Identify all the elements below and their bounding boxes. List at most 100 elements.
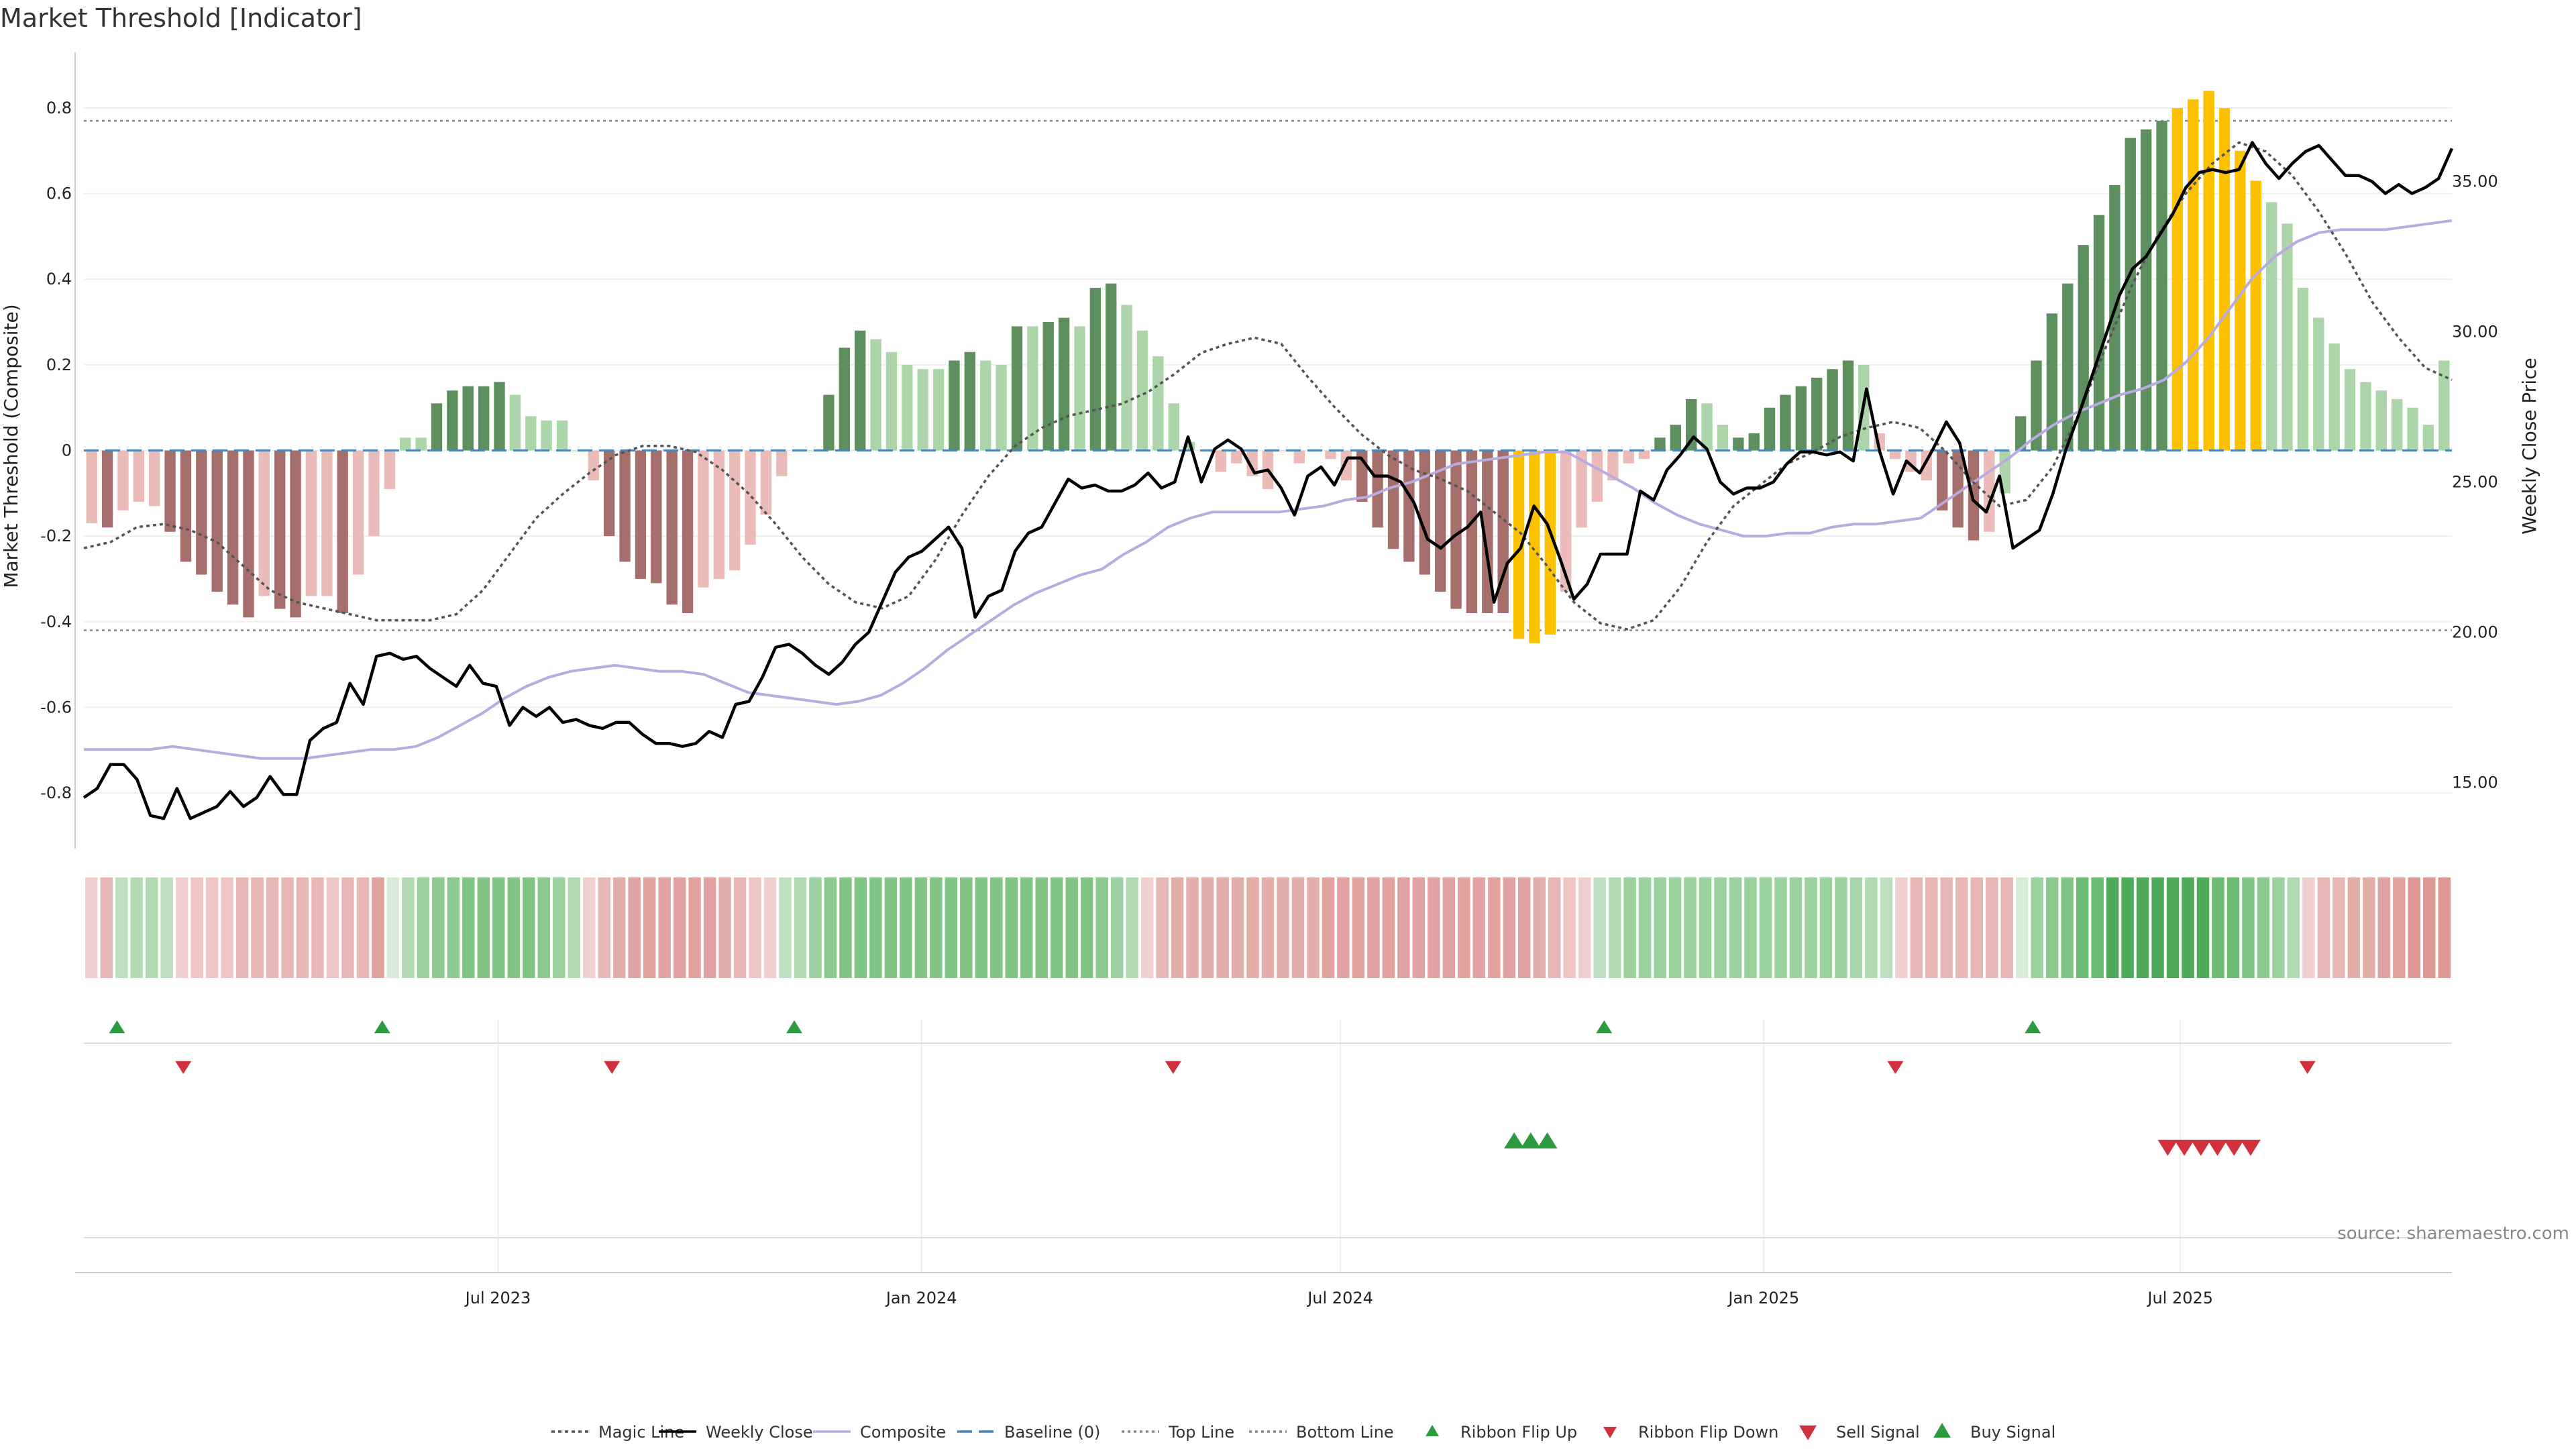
ribbon-cell [1337,877,1350,978]
x-tick-label: Jul 2024 [1306,1289,1373,1307]
ribbon-cell [2393,877,2406,978]
composite-bar [1450,450,1462,609]
ribbon-cell [462,877,475,978]
ribbon-cell [1865,877,1878,978]
composite-bar [337,450,348,614]
composite-bar [1387,450,1399,549]
ribbon-cell [1080,877,1093,978]
composite-bar [243,450,254,618]
ribbon-cell [1186,877,1199,978]
chart-title: Market Threshold [Indicator] [0,3,362,33]
composite-bar [1638,450,1650,460]
legend-swatch [1933,1423,1951,1438]
legend-label: Ribbon Flip Down [1638,1423,1778,1442]
sell-signal-marker [2207,1140,2228,1156]
ribbon-cell [2031,877,2043,978]
ribbon-cell [2182,877,2194,978]
composite-bar [1811,378,1823,451]
composite-bar [556,420,568,451]
composite-bar [1215,450,1227,472]
ribbon-cell [386,877,400,978]
ribbon-cell [341,877,354,978]
composite-bar [1074,326,1085,451]
composite-bar [227,450,239,605]
composite-bar [1419,450,1430,575]
composite-bar [1089,287,1102,451]
ribbon-cell [1517,877,1531,978]
ribbon-cell [612,877,626,978]
composite-bar [2156,121,2167,451]
composite-bar [1231,450,1242,464]
signal-rows [75,1020,2452,1273]
composite-bar [1576,450,1587,528]
ribbon-cell [2212,877,2224,978]
ribbon-cell [1805,877,1817,978]
ribbon-cell [2136,877,2149,978]
composite-bar [2140,129,2152,451]
ribbon-cell [749,877,761,978]
ribbon-cell [733,877,747,978]
source-label: source: sharemaestro.com [2337,1224,2569,1244]
ribbon-cell [1382,877,1395,978]
composite-bar [2391,398,2403,451]
y-tick-label: 0.4 [46,270,72,288]
composite-bar [1733,437,1744,451]
composite-bar [1325,450,1336,460]
y-tick-label: -0.6 [40,698,72,716]
x-tick-label: Jul 2023 [464,1289,531,1307]
composite-bar [2344,369,2356,451]
ribbon-cell [130,877,143,978]
composite-bar [1372,450,1383,528]
ribbon-cell [100,877,113,978]
legend-label: Baseline (0) [1004,1423,1100,1442]
ribbon-cell [1714,877,1727,978]
ribbon-cell [1171,877,1184,978]
ribbon-cell [281,877,294,978]
ribbon-cell [975,877,988,978]
ribbon-cell [2000,877,2013,978]
ribbon-cell [2363,877,2375,978]
legend-label: Top Line [1168,1423,1234,1442]
buy-signal-marker [1520,1132,1541,1148]
legend-swatch [1426,1425,1439,1436]
ribbon-cell [1970,877,1983,978]
composite-bar [196,450,207,575]
composite-bar [2360,382,2371,451]
composite-bar [86,450,97,523]
composite-bar [1748,433,1760,451]
y2-tick-label: 35.00 [2452,172,2498,191]
ribbon-cell [1428,877,1440,978]
legend-label: Bottom Line [1296,1423,1394,1442]
composite-bar [917,369,928,451]
composite-bar [211,450,223,592]
composite-bar [2078,245,2089,451]
composite-bar [321,450,333,596]
ribbon-cell [1819,877,1833,978]
ribbon-cell [1472,877,1486,978]
legend-label: Buy Signal [1970,1423,2055,1442]
ribbon-cell [1050,877,1063,978]
ribbon-cell [2226,877,2240,978]
composite-bar [2297,287,2309,451]
ribbon-cell [251,877,264,978]
ribbon-cell [1095,877,1108,978]
composite-bar [352,450,364,575]
ribbon-cell [2317,877,2330,978]
composite-bar [1513,450,1525,639]
y-tick-label: -0.8 [40,784,72,802]
ribbon-cell [1910,877,1923,978]
composite-bar [462,386,474,451]
ribbon-flip-down-marker [1165,1061,1181,1074]
composite-bar [870,339,881,451]
composite-bar [635,450,647,579]
composite-bar [1937,450,1948,511]
composite-bar [1246,450,1258,476]
x-tick-label: Jan 2025 [1727,1289,1799,1307]
ribbon-cell [492,877,505,978]
composite-bar [2375,390,2387,451]
ribbon-flip-down-marker [604,1061,621,1074]
y-tick-label: -0.4 [40,612,72,631]
x-axis: Jul 2023 Jan 2024 Jul 2024 Jan 2025 Jul 2025 [464,1289,2213,1307]
composite-bar [2407,407,2418,451]
ribbon-cell [1261,877,1275,978]
